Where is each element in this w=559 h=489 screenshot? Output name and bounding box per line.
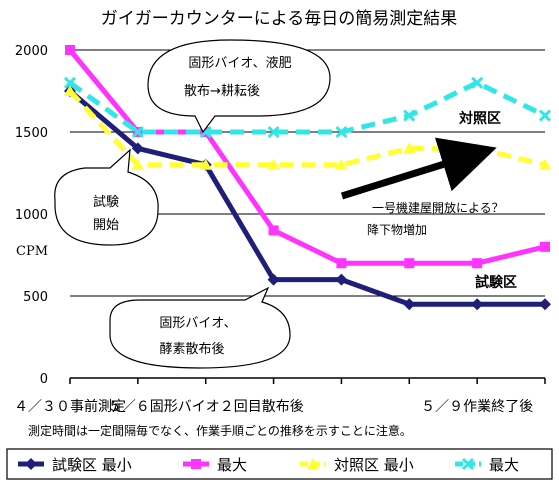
legend-label-3: 最大 xyxy=(489,456,519,474)
series-line-0 xyxy=(68,89,545,307)
callout-koso: 固形バイオ、 酵素散布後 xyxy=(109,286,291,369)
series-line-3 xyxy=(68,80,547,135)
series-3-point-5 xyxy=(403,109,416,122)
series-3-point-4 xyxy=(335,125,348,139)
legend-marker-2 xyxy=(307,458,319,469)
y-tick-label-2000: 2000 xyxy=(15,44,48,59)
chart-title: ガイガーカウンターによる毎日の簡易測定結果 xyxy=(101,9,458,29)
x-tick-label-2: ５／６固形バイオ２回目散布後 xyxy=(108,399,304,415)
series-0 xyxy=(64,85,551,311)
series-3-point-7 xyxy=(538,109,552,122)
legend-label-2: 対照区 最小 xyxy=(334,456,414,474)
label-shiken: 試験区 xyxy=(475,274,517,291)
callout-sanpu: 固形バイオ、液肥 散布→耕耘後 xyxy=(147,39,331,134)
series-0-point-4 xyxy=(335,273,348,286)
annotation-house-line1: 一号機建屋開放による？ xyxy=(372,200,504,215)
legend-marker-3 xyxy=(461,457,475,471)
series-0-point-5 xyxy=(403,298,416,311)
callout-start-line1: 試験 xyxy=(93,194,119,210)
series-2-point-1 xyxy=(131,158,144,170)
series-1-point-6 xyxy=(472,258,483,269)
series-2-point-5 xyxy=(403,142,416,154)
legend-label-0: 試験区 最小 xyxy=(52,456,132,474)
x-ticks xyxy=(69,378,546,384)
y-axis-label: CPM xyxy=(16,244,48,259)
series-0-point-1 xyxy=(131,142,144,155)
y-tick-label-1500: 1500 xyxy=(15,126,48,141)
callout-start: 試験 開始 xyxy=(54,148,159,246)
callout-koso-line1: 固形バイオ、 xyxy=(159,316,236,331)
series-0-point-3 xyxy=(267,273,280,286)
callout-sanpu-line1: 固形バイオ、液肥 xyxy=(188,56,291,71)
series-2-point-0 xyxy=(64,85,76,96)
legend-marker-1 xyxy=(191,459,201,469)
footnote: 測定時間は一定間隔毎でなく、作業手順ごとの推移を示すことに注意。 xyxy=(28,423,412,438)
series-0-point-6 xyxy=(471,298,484,311)
series-1-point-3 xyxy=(268,225,279,236)
series-3-point-3 xyxy=(267,125,280,139)
series-1-point-7 xyxy=(540,241,550,252)
series-2-point-7 xyxy=(539,158,551,170)
series-3-point-0 xyxy=(63,76,77,89)
y-tick-label-1000: 1000 xyxy=(15,208,48,223)
y-tick-label-0: 0 xyxy=(40,372,48,387)
y-tick-label-500: 500 xyxy=(23,290,48,305)
series-3-point-6 xyxy=(471,76,484,89)
label-taisho: 対照区 xyxy=(458,110,501,127)
series-3-point-1 xyxy=(131,125,144,139)
series-2-point-2 xyxy=(199,158,212,170)
series-1-point-0 xyxy=(65,45,75,55)
series-0-point-7 xyxy=(539,298,551,311)
series-1-point-5 xyxy=(404,258,415,269)
legend-label-1: 最大 xyxy=(217,456,247,474)
y-tick-labels: 0 500 1000 1500 2000 xyxy=(15,44,48,387)
trend-arrow xyxy=(340,137,497,200)
callout-sanpu-line2: 散布→耕耘後 xyxy=(184,83,260,99)
legend: 試験区 最小 最大 対照区 最小 最大 xyxy=(6,448,553,480)
annotation-house-line2: 降下物増加 xyxy=(367,223,427,237)
series-2-point-3 xyxy=(267,158,280,170)
callout-koso-line2: 酵素散布後 xyxy=(159,342,224,357)
x-tick-label-0: ４／３０事前測定 xyxy=(14,398,126,415)
series-1-point-4 xyxy=(336,258,347,269)
legend-marker-0 xyxy=(25,458,37,470)
series-2-point-4 xyxy=(335,158,348,170)
callout-start-line2: 開始 xyxy=(93,218,119,233)
x-tick-label-6: ５／９作業終了後 xyxy=(421,399,533,415)
